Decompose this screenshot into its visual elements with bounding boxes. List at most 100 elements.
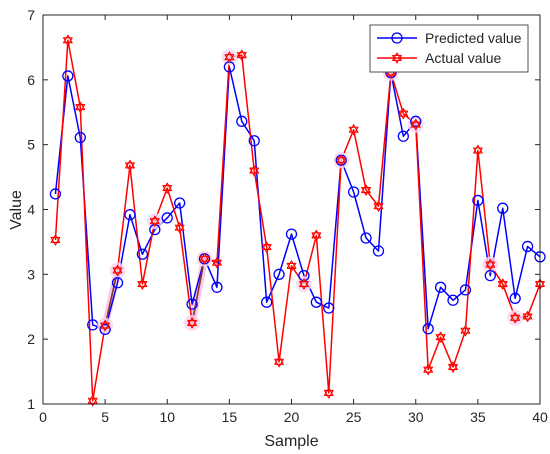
data-point-actual [510,312,521,324]
data-point-actual [112,264,123,276]
data-point-predicted [459,284,472,296]
data-point-predicted [49,188,62,200]
data-point-actual [62,34,73,46]
x-tick-label: 10 [159,409,175,425]
data-point-predicted [211,281,223,293]
legend-label-actual: Actual value [425,50,501,66]
axis-ticks: 0 5 10 15 20 25 30 35 40 1 2 3 4 5 6 7 [27,7,548,425]
overlap-line [191,258,206,324]
x-axis-label: Sample [264,433,318,450]
data-point-actual [460,325,471,337]
data-point-predicted [509,292,521,304]
legend: Predicted value Actual value [369,24,529,73]
y-tick-label: 6 [27,72,35,88]
overlap-halo [507,309,524,326]
series-lines [54,39,541,402]
x-tick-label: 20 [284,409,300,425]
series-line-predicted [54,66,541,331]
data-point-predicted [484,269,496,282]
plot-area-frame [42,14,541,405]
x-tick-label: 0 [39,409,47,425]
data-point-actual [212,257,222,269]
data-point-predicted [124,209,136,221]
legend-label-predicted: Predicted value [425,30,522,46]
x-tick-label: 25 [346,409,362,425]
x-tick-label: 30 [408,409,424,425]
data-point-actual [149,215,160,227]
x-tick-label: 35 [470,409,486,425]
data-point-actual [174,222,185,234]
data-point-predicted [422,323,434,335]
legend-marker-actual [392,52,402,64]
data-point-predicted [248,135,260,147]
data-point-actual [249,165,260,177]
y-tick-label: 3 [27,266,35,282]
data-point-predicted [372,245,385,257]
data-point-predicted [136,248,149,260]
data-point-actual [423,364,434,376]
data-point-actual [410,119,421,131]
x-tick-label: 5 [101,409,109,425]
y-axis-label: Value [8,190,25,230]
x-tick-label: 15 [222,409,238,425]
data-point-predicted [347,186,360,198]
data-point-actual [336,154,347,166]
data-point-predicted [161,212,173,224]
overlap-halo [482,256,499,273]
data-point-actual [373,200,384,212]
x-tick-label: 40 [532,409,548,425]
data-point-predicted [310,296,323,308]
data-point-predicted [74,131,86,144]
data-point-predicted [236,115,248,127]
overlap-halo [407,116,424,133]
data-point-actual [87,395,98,407]
data-point-predicted [323,302,335,314]
overlap-halo [295,276,312,293]
data-point-actual [199,253,210,265]
data-point-predicted [434,281,447,293]
data-point-actual [224,51,235,63]
overlap-halo [221,49,238,66]
data-point-predicted [111,277,124,289]
data-point-predicted [186,298,198,310]
overlap-halo [184,314,201,331]
overlap-halo [109,262,126,279]
y-tick-label: 7 [27,7,35,23]
data-point-predicted [260,296,273,308]
data-point-actual [361,184,371,196]
series-line-actual [54,39,541,402]
data-point-actual [50,234,61,246]
data-point-actual [75,101,86,113]
data-point-actual [348,124,359,136]
data-point-actual [435,331,446,343]
data-point-predicted [447,294,459,306]
y-tick-label: 2 [27,331,35,347]
data-point-predicted [497,202,509,214]
data-point-actual [398,107,409,120]
overlap-halo [196,250,213,267]
data-point-actual [125,159,135,171]
data-point-predicted [397,130,409,142]
y-tick-label: 1 [27,396,35,412]
overlap-halo [97,317,114,334]
data-point-actual [472,144,483,157]
legend-marker-predicted [391,32,403,44]
overlap-line [104,270,119,326]
series-markers [49,34,546,407]
data-point-actual [311,229,322,241]
hexagram-icon [392,52,402,64]
data-point-predicted [521,240,534,253]
data-point-predicted [285,228,298,240]
y-tick-label: 4 [27,202,35,218]
data-point-predicted [360,232,372,244]
data-point-actual [522,310,533,323]
data-point-actual [485,259,496,271]
data-point-actual [286,260,297,272]
data-point-predicted [174,197,186,209]
data-point-predicted [472,194,484,207]
data-point-actual [299,278,309,290]
data-point-actual [274,356,284,368]
data-point-actual [187,317,197,329]
data-point-predicted [99,323,111,336]
